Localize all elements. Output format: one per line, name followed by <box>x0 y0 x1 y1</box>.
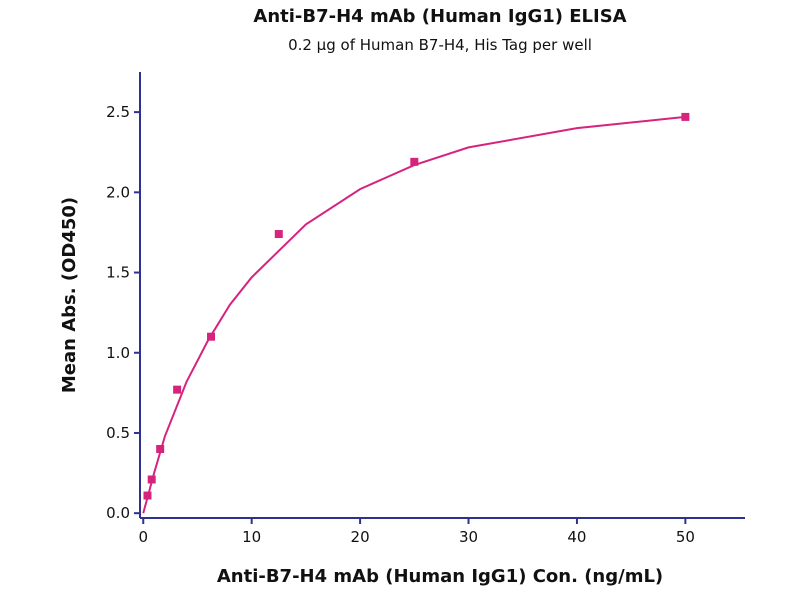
x-tick-label: 50 <box>676 528 695 546</box>
y-tick-label: 0.0 <box>106 504 130 522</box>
x-tick-label: 10 <box>242 528 261 546</box>
fit-curve <box>142 115 686 514</box>
y-tick-label: 1.0 <box>106 344 130 362</box>
data-point <box>156 445 165 454</box>
data-point <box>410 157 419 166</box>
data-point <box>143 491 152 500</box>
x-tick-label: 0 <box>138 528 148 546</box>
y-axis-label: Mean Abs. (OD450) <box>59 197 80 393</box>
data-point <box>207 332 216 341</box>
y-tick-label: 2.0 <box>106 183 130 201</box>
x-tick-label: 30 <box>459 528 478 546</box>
x-axis-label: Anti-B7-H4 mAb (Human IgG1) Con. (ng/mL) <box>217 566 663 587</box>
y-tick-label: 0.5 <box>106 424 130 442</box>
x-tick-label: 20 <box>351 528 370 546</box>
data-point <box>274 230 283 239</box>
data-point <box>147 475 156 484</box>
chart-title: Anti-B7-H4 mAb (Human IgG1) ELISA <box>253 6 626 27</box>
data-point <box>173 385 182 394</box>
x-tick-label: 40 <box>567 528 586 546</box>
chart-subtitle: 0.2 μg of Human B7-H4, His Tag per well <box>288 36 592 54</box>
y-tick-label: 2.5 <box>106 103 130 121</box>
y-tick-label: 1.5 <box>106 264 130 282</box>
data-point <box>681 112 690 121</box>
